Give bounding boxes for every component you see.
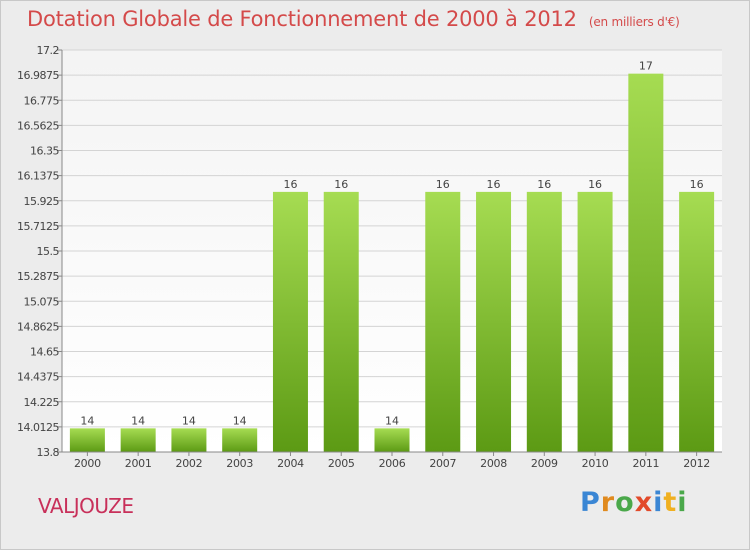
y-tick-label: 15.075 [24,295,60,308]
data-label: 16 [690,178,704,191]
bar [577,191,613,452]
data-label: 14 [233,414,247,427]
x-tick-label: 2006 [379,457,406,470]
chart-title: Dotation Globale de Fonctionnement de 20… [27,7,680,31]
data-label: 14 [182,414,196,427]
x-tick-label: 2002 [176,457,203,470]
bar [323,191,359,452]
commune-name: VALJOUZE [38,494,134,518]
bar [69,428,105,452]
x-tick-label: 2001 [125,457,152,470]
y-tick-label: 17.2 [37,44,60,57]
data-label: 16 [537,178,551,191]
bar [425,191,461,452]
bar [679,191,715,452]
x-tick-label: 2007 [429,457,456,470]
y-tick-label: 15.2875 [17,270,59,283]
x-tick-label: 2008 [480,457,507,470]
y-tick-label: 14.225 [24,396,60,409]
x-tick-label: 2004 [277,457,304,470]
bar [476,191,512,452]
y-tick-label: 15.7125 [17,220,59,233]
bar [222,428,258,452]
bar [374,428,410,452]
bar [628,73,664,452]
bar [120,428,156,452]
y-tick-label: 14.8625 [17,320,59,333]
y-tick-label: 16.5625 [17,119,59,132]
x-tick-label: 2003 [226,457,253,470]
data-label: 17 [639,60,653,73]
bar [526,191,562,452]
data-label: 16 [436,178,450,191]
y-tick-label: 16.775 [24,94,60,107]
x-tick-label: 2012 [683,457,710,470]
bar [171,428,207,452]
y-tick-label: 14.0125 [17,421,59,434]
y-tick-label: 15.925 [24,195,60,208]
unit-note: (en milliers d'€) [588,15,680,29]
x-tick-label: 2000 [74,457,101,470]
y-tick-label: 15.5 [37,245,60,258]
proxiti-logo: Proxiti [580,487,688,518]
y-tick-label: 14.4375 [17,371,59,384]
y-tick-label: 16.9875 [17,69,59,82]
x-tick-label: 2010 [582,457,609,470]
x-tick-label: 2005 [328,457,355,470]
x-tick-label: 2009 [531,457,558,470]
data-label: 16 [487,178,501,191]
data-label: 14 [385,414,399,427]
y-tick-label: 14.65 [30,346,59,359]
data-label: 16 [588,178,602,191]
y-tick-label: 13.8 [37,446,60,459]
x-tick-label: 2011 [632,457,659,470]
y-tick-label: 16.1375 [17,170,59,183]
chart-title-text: Dotation Globale de Fonctionnement de 20… [27,7,577,31]
data-label: 16 [334,178,348,191]
data-label: 14 [131,414,145,427]
data-label: 16 [283,178,297,191]
bar [272,191,308,452]
data-label: 14 [80,414,94,427]
y-tick-label: 16.35 [30,145,59,158]
